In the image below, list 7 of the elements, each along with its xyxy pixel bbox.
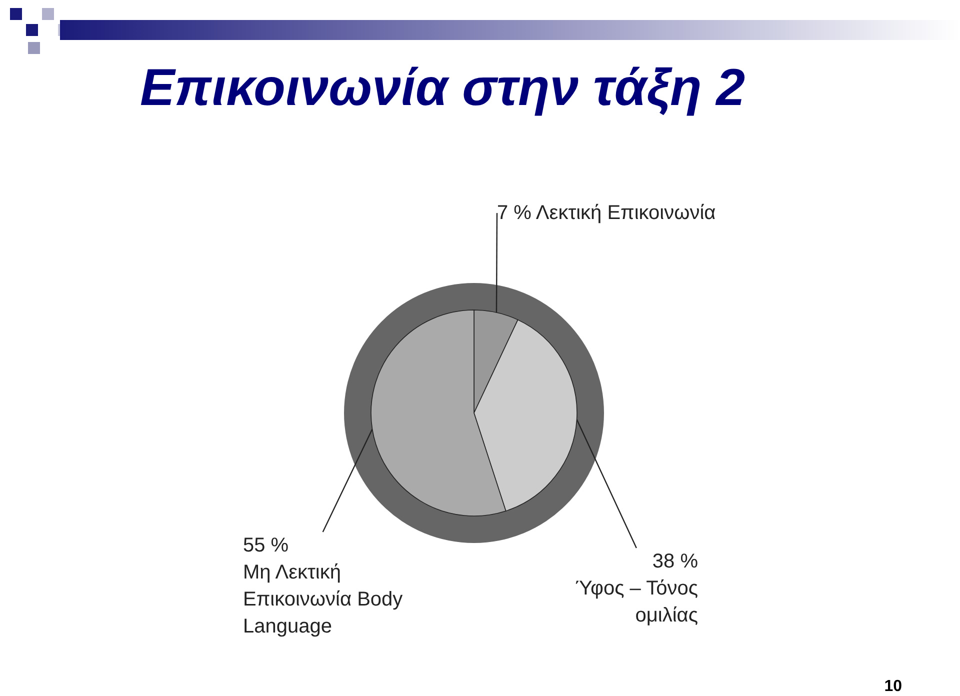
data-label: 38 % <box>652 550 698 572</box>
data-label: 55 % <box>243 534 289 556</box>
chart-title: Επικοινωνία στην τάξη 2 <box>140 58 746 118</box>
text: 10 <box>884 678 902 696</box>
slice-label: Μη Λεκτική Επικοινωνία Body Language <box>243 562 403 638</box>
slice-label: 7 % Λεκτική Επικοινωνία <box>497 202 716 224</box>
slice-label: Ύφος – Τόνος ομιλίας <box>575 578 698 626</box>
